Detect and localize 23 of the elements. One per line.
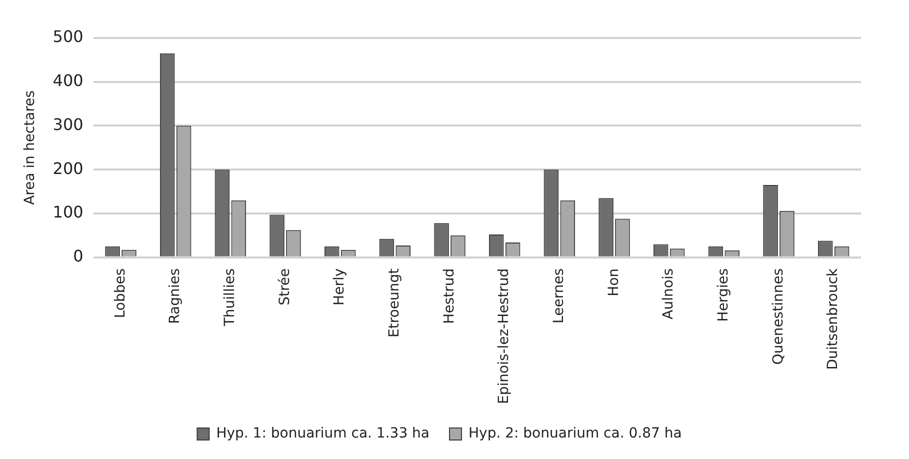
x-tick-label: Hestrud [441, 268, 458, 324]
y-axis-title: Area in hectares [22, 90, 38, 205]
x-tick-label: Etroeungt [386, 268, 403, 338]
y-tick-label: 100 [52, 202, 84, 222]
x-tick-label: Hergies [716, 268, 732, 322]
x-tick-label: Hon [606, 268, 622, 296]
x-tick-label: Strée [276, 268, 293, 306]
legend-label: Hyp. 2: bonuarium ca. 0.87 ha [468, 426, 682, 442]
y-tick-label: 200 [52, 158, 84, 178]
x-tick-label: Aulnois [660, 268, 677, 320]
x-tick-label: Lobbes [112, 268, 128, 318]
y-tick-label: 0 [73, 246, 84, 266]
y-tick-label: 500 [52, 27, 84, 46]
x-tick-label: Quenestinnes [770, 268, 786, 365]
legend-label: Hyp. 1: bonuarium ca. 1.33 ha [216, 426, 430, 442]
x-tick-label: Leernes [551, 268, 568, 324]
x-tick-label: Duitsenbrouck [825, 267, 842, 370]
x-tick-label: Thuillies [222, 268, 238, 328]
y-tick-label: 400 [52, 71, 84, 90]
y-tick-label: 300 [52, 114, 84, 134]
x-tick-label: Epinois-lez-Hestrud [496, 268, 512, 404]
x-tick-label: Ragnies [167, 268, 184, 324]
x-tick-label: Herly [332, 268, 348, 306]
